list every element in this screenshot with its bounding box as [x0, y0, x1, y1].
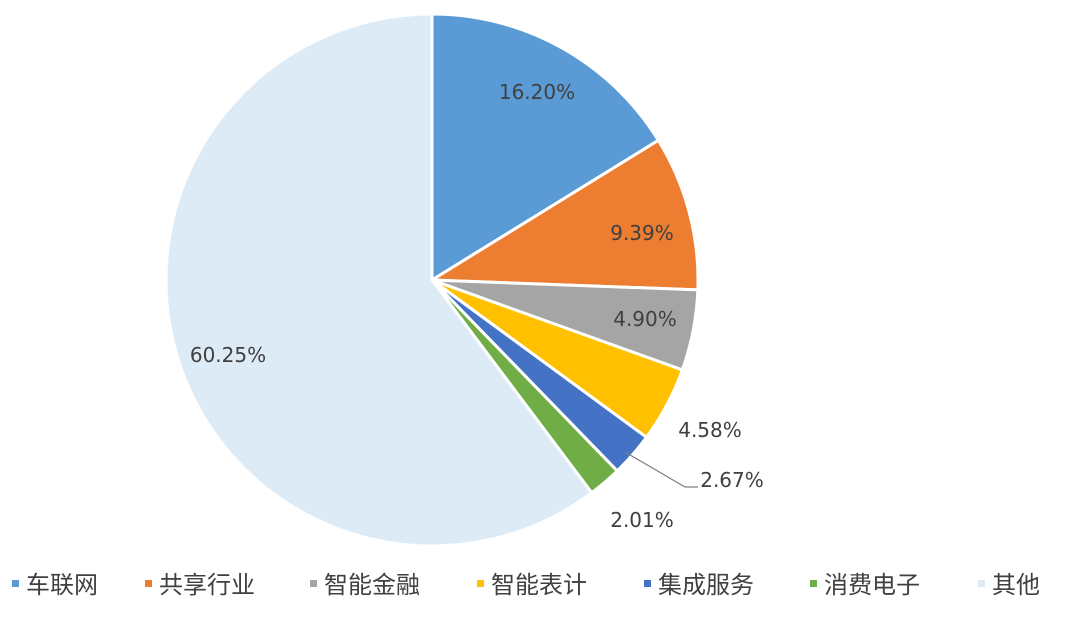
- legend-swatch-4: [477, 580, 484, 587]
- legend: 车联网 共享行业 智能金融 智能表计 集成服务 消费电子 其他: [12, 571, 1040, 599]
- pie-slice-1: [430, 12, 660, 282]
- slice-label-6: 2.01%: [610, 508, 674, 532]
- legend-label-1: 车联网: [26, 571, 98, 599]
- legend-label-6: 消费电子: [824, 571, 920, 599]
- legend-swatch-6: [810, 580, 817, 587]
- slice-label-4: 4.58%: [678, 418, 742, 442]
- legend-label-2: 共享行业: [159, 571, 255, 599]
- legend-swatch-3: [310, 580, 317, 587]
- legend-label-5: 集成服务: [658, 571, 754, 599]
- slice-label-1: 16.20%: [499, 80, 575, 104]
- slice-label-5: 2.67%: [700, 468, 764, 492]
- legend-swatch-7: [978, 580, 985, 587]
- legend-swatch-2: [145, 580, 152, 587]
- pie-slices: [164, 12, 700, 548]
- slice-label-2: 9.39%: [610, 221, 674, 245]
- legend-swatch-5: [644, 580, 651, 587]
- slice-labels: 16.20% 9.39% 4.90% 4.58% 2.67% 2.01% 60.25%: [190, 80, 764, 532]
- legend-label-3: 智能金融: [324, 571, 420, 599]
- legend-label-4: 智能表计: [491, 571, 587, 599]
- pie-slice-2: [430, 138, 700, 292]
- leader-line-5: [624, 451, 698, 488]
- slice-label-7: 60.25%: [190, 343, 266, 367]
- legend-swatch-1: [12, 580, 19, 587]
- slice-label-3: 4.90%: [613, 307, 677, 331]
- legend-label-7: 其他: [992, 571, 1040, 599]
- pie-slice-7: [164, 12, 594, 548]
